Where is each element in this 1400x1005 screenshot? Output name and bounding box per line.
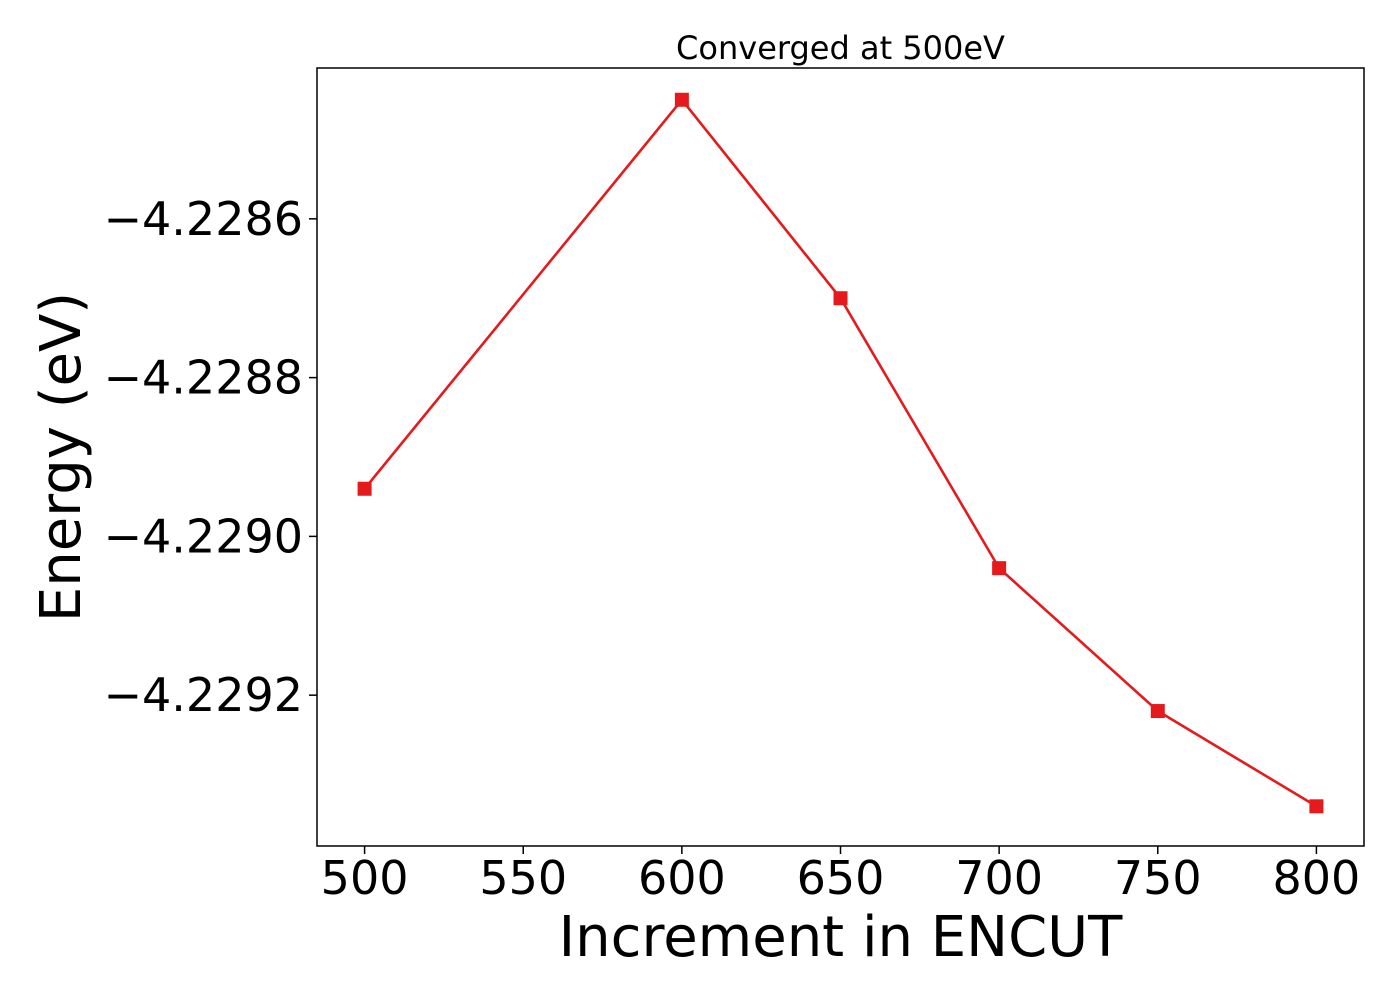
data-point-marker xyxy=(357,481,372,496)
x-tick-label: 500 xyxy=(321,851,409,905)
y-tick-label: −4.2290 xyxy=(104,509,304,563)
y-tick-label: −4.2286 xyxy=(104,192,304,246)
plot-area-frame xyxy=(316,67,1365,847)
x-axis-label: Increment in ENCUT xyxy=(559,905,1124,970)
series-line xyxy=(363,98,1318,808)
data-point-marker xyxy=(992,561,1007,576)
y-tick-label: −4.2292 xyxy=(104,668,304,722)
series-layer xyxy=(357,92,1324,814)
y-tick-label: −4.2288 xyxy=(104,351,304,405)
data-point-marker xyxy=(833,291,848,306)
data-point-marker xyxy=(674,92,689,107)
x-tick-label: 550 xyxy=(479,851,567,905)
x-tick-label: 700 xyxy=(955,851,1043,905)
x-tick-label: 650 xyxy=(797,851,885,905)
y-axis: −4.2286 −4.2288 −4.2290 −4.2292 xyxy=(104,192,317,722)
y-axis-label: Energy (eV) xyxy=(29,292,94,622)
x-tick-label: 600 xyxy=(638,851,726,905)
x-tick-label: 750 xyxy=(1114,851,1202,905)
x-tick-label: 800 xyxy=(1273,851,1361,905)
x-axis: 500 550 600 650 700 750 800 xyxy=(321,846,1361,905)
data-point-marker xyxy=(1309,799,1324,814)
chart-title: Converged at 500eV xyxy=(676,29,1005,67)
data-point-marker xyxy=(1150,704,1165,719)
